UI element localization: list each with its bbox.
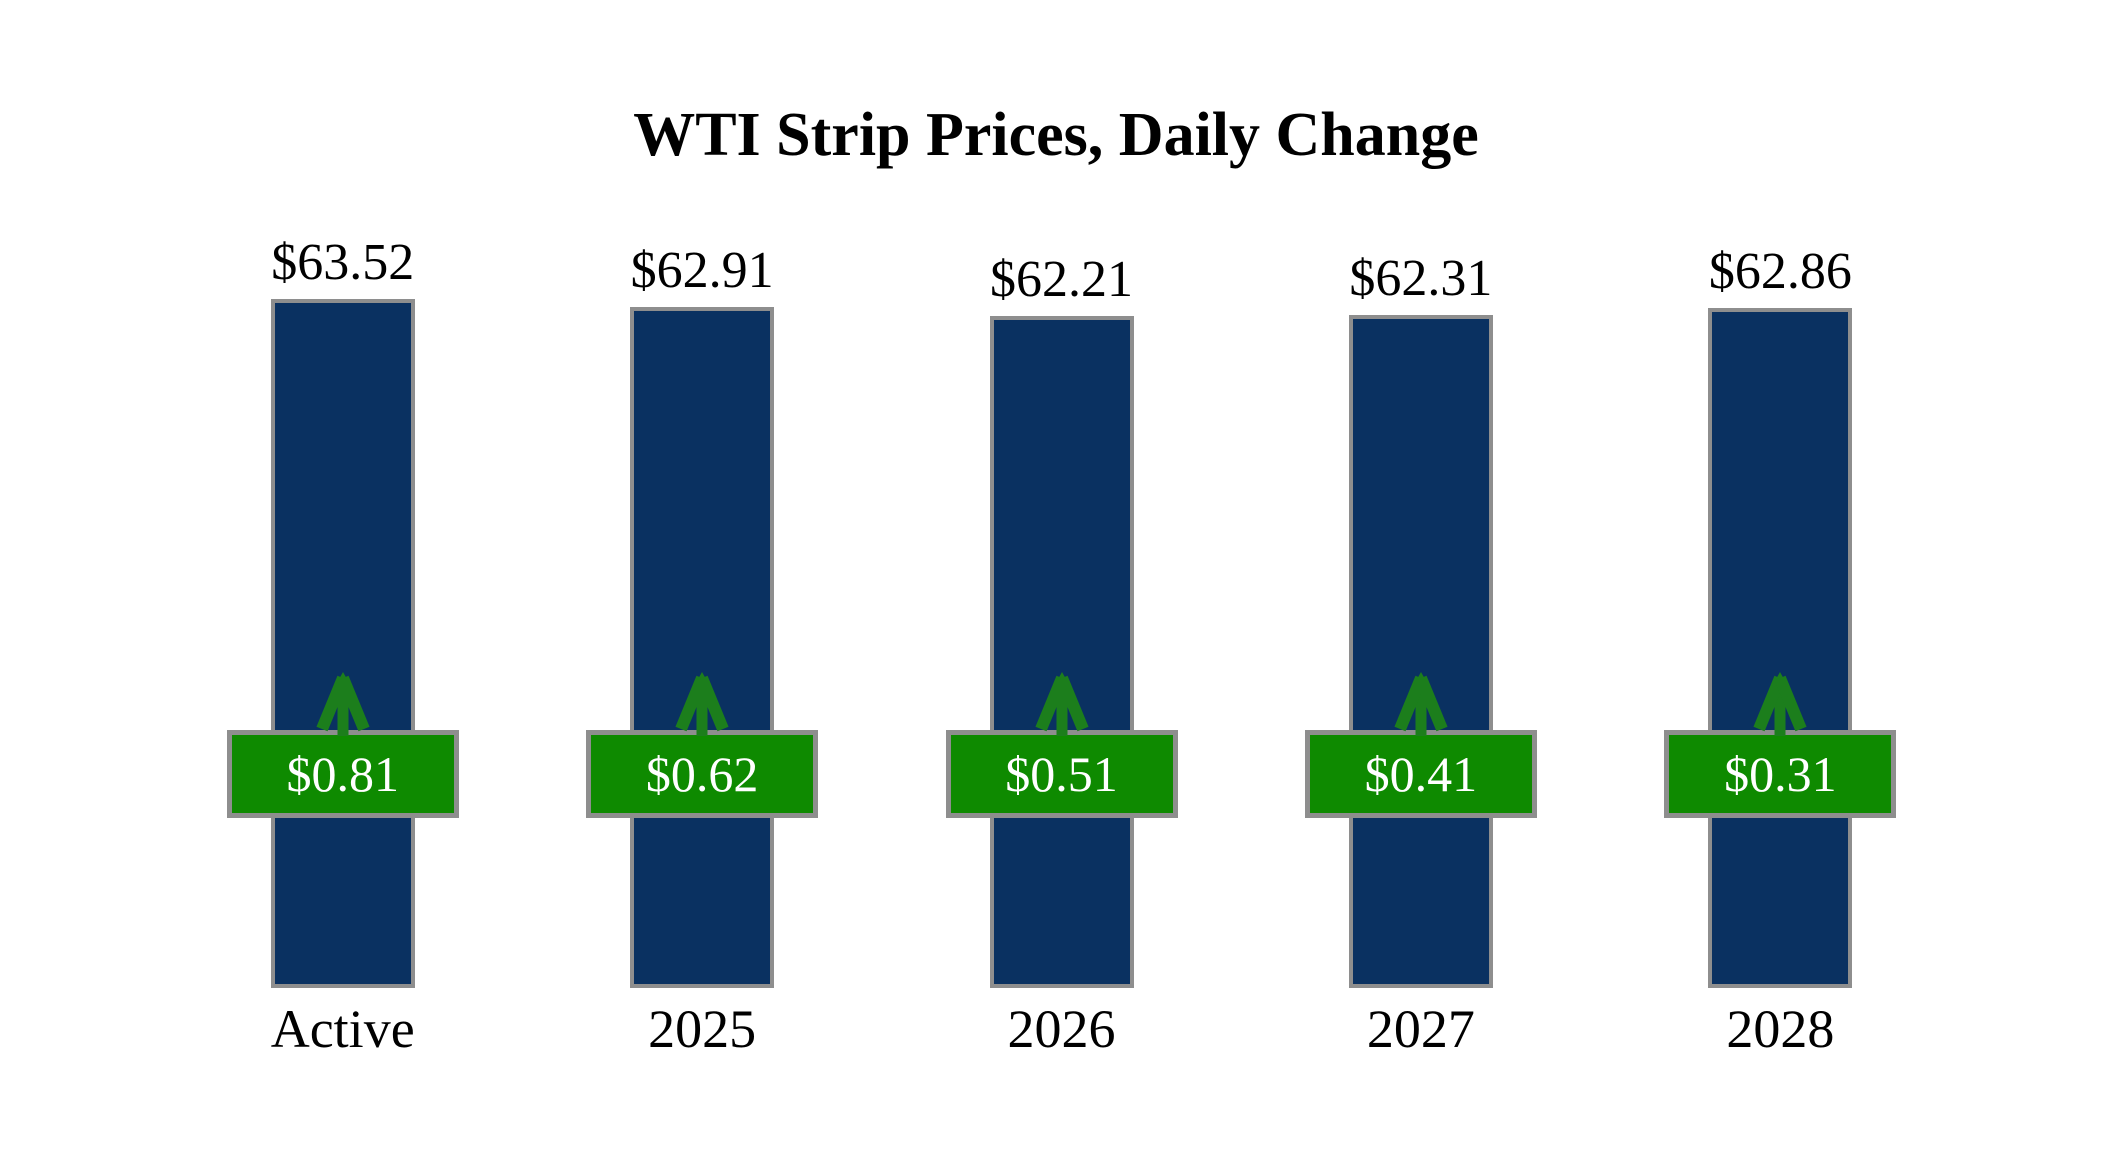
price-bar — [989, 316, 1134, 988]
category-label: 2025 — [648, 999, 757, 1059]
price-label: $62.31 — [1349, 249, 1493, 307]
bar-group-active: $63.52 $0.81 Active — [163, 0, 522, 1152]
up-arrow-icon — [316, 672, 370, 736]
bar-group-2028: $62.86 $0.31 2028 — [1601, 0, 1960, 1152]
price-label: $62.91 — [630, 241, 774, 299]
category-label: Active — [270, 999, 415, 1059]
change-badge: $0.62 — [586, 730, 819, 818]
change-badge: $0.51 — [945, 730, 1178, 818]
up-arrow-icon — [1034, 672, 1089, 736]
price-label: $62.86 — [1708, 242, 1852, 300]
price-label: $63.52 — [271, 234, 415, 291]
change-label: $0.31 — [1724, 746, 1837, 802]
change-badge: $0.31 — [1664, 730, 1897, 818]
change-badge: $0.41 — [1304, 730, 1537, 818]
price-bar — [630, 306, 775, 988]
up-arrow-icon — [675, 672, 729, 736]
bar-group-2026: $62.21 $0.51 2026 — [882, 0, 1241, 1152]
change-badge: $0.81 — [226, 730, 459, 818]
change-label: $0.51 — [1005, 746, 1118, 802]
change-label: $0.81 — [286, 746, 399, 802]
bar-group-2025: $62.91 $0.62 2025 — [522, 0, 881, 1152]
bar-group-2027: $62.31 $0.41 2027 — [1241, 0, 1600, 1152]
bar-columns: $63.52 $0.81 Active $62.91 — [163, 0, 1960, 1152]
category-label: 2028 — [1726, 999, 1835, 1059]
change-label: $0.62 — [645, 746, 759, 802]
price-bar — [270, 299, 415, 988]
price-bar — [1348, 314, 1493, 988]
up-arrow-icon — [1753, 672, 1807, 736]
category-label: 2026 — [1007, 999, 1116, 1059]
change-label: $0.41 — [1364, 746, 1478, 802]
category-label: 2027 — [1366, 999, 1475, 1059]
up-arrow-icon — [1394, 672, 1448, 736]
price-label: $62.21 — [990, 251, 1134, 309]
price-bar — [1708, 307, 1853, 988]
chart-title: WTI Strip Prices, Daily Change — [633, 101, 1479, 169]
